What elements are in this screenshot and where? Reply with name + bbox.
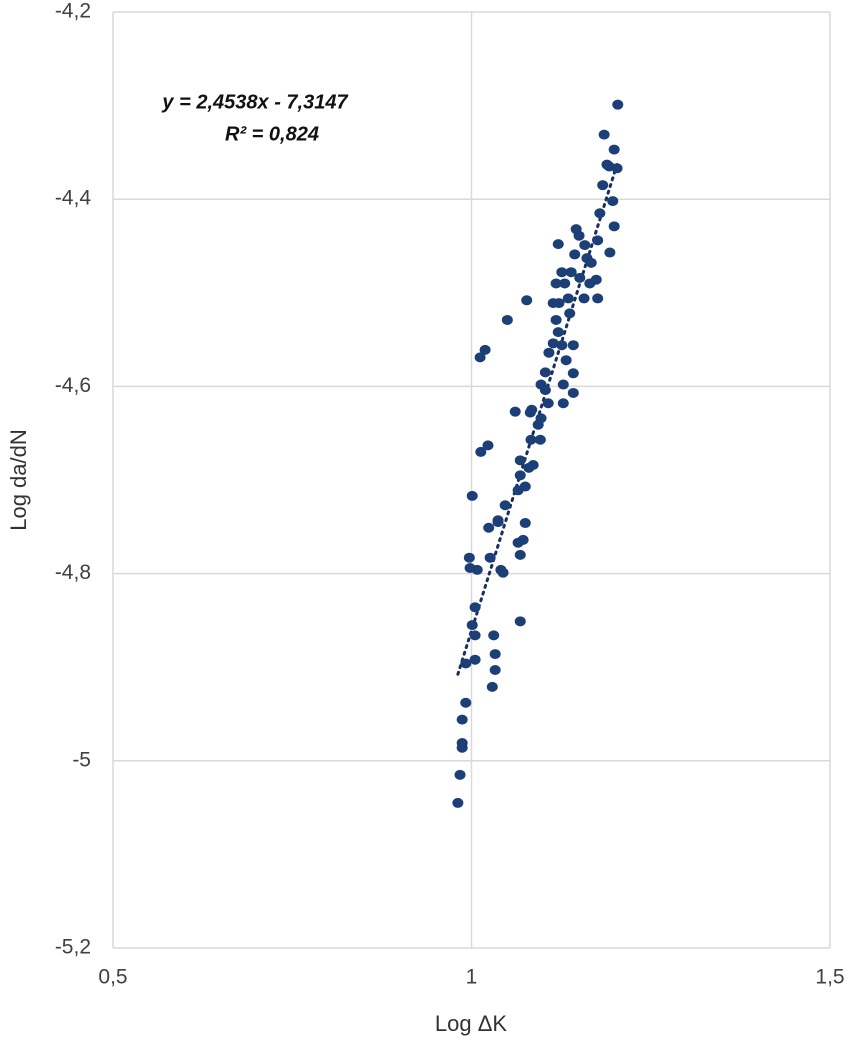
data-point <box>564 308 576 319</box>
y-axis-title: Log da/dN <box>6 429 31 531</box>
data-point <box>560 355 572 366</box>
data-point <box>454 769 466 780</box>
data-point <box>578 293 590 304</box>
data-point <box>512 485 524 496</box>
data-point <box>604 247 616 258</box>
data-point <box>489 649 501 660</box>
data-point <box>556 267 568 278</box>
x-tick-label: 0,5 <box>98 966 127 989</box>
data-point <box>483 522 495 533</box>
data-point <box>608 144 620 155</box>
data-point <box>550 278 562 289</box>
data-point <box>557 398 569 409</box>
data-point <box>552 239 564 250</box>
y-tick-label: -4,2 <box>55 0 91 23</box>
data-point <box>524 407 536 418</box>
data-point <box>523 462 535 473</box>
data-point <box>579 240 591 251</box>
y-tick-label: -4,6 <box>55 374 91 397</box>
data-point <box>466 620 478 631</box>
data-point <box>479 344 491 355</box>
data-point <box>550 314 562 325</box>
equation: y = 2,4538x - 7,3147 <box>161 91 348 113</box>
x-tick-label: 1 <box>466 966 478 989</box>
data-point <box>492 517 504 528</box>
data-point <box>542 398 554 409</box>
data-point <box>488 630 500 641</box>
data-point <box>460 697 472 708</box>
data-point <box>509 406 521 417</box>
data-point <box>519 518 531 529</box>
data-point <box>567 340 579 351</box>
data-point <box>565 267 577 278</box>
data-point <box>456 742 468 753</box>
data-point <box>567 368 579 379</box>
y-tick-label: -4,8 <box>55 561 91 584</box>
data-point <box>532 419 544 430</box>
data-point <box>594 208 606 219</box>
data-point <box>471 564 483 575</box>
data-point <box>469 654 481 665</box>
data-point <box>475 446 487 457</box>
data-point <box>590 274 602 285</box>
x-axis-title: Log ΔK <box>435 1011 508 1036</box>
data-point <box>486 681 498 692</box>
data-point <box>521 295 533 306</box>
data-point <box>574 272 586 283</box>
data-point <box>534 434 546 445</box>
data-point <box>501 314 513 325</box>
data-point <box>514 616 526 627</box>
data-point <box>559 278 571 289</box>
y-tick-label: -5,2 <box>55 936 91 959</box>
data-point <box>456 714 468 725</box>
data-point <box>612 99 624 110</box>
data-point <box>567 387 579 398</box>
data-point <box>469 630 481 641</box>
data-point <box>460 658 472 669</box>
x-tick-label: 1,5 <box>815 966 844 989</box>
data-point <box>452 797 464 808</box>
data-point <box>469 602 481 613</box>
data-point <box>547 338 559 349</box>
data-point <box>598 129 610 140</box>
data-point <box>539 367 551 378</box>
y-tick-label: -5 <box>72 748 91 771</box>
data-point <box>585 257 597 268</box>
data-point <box>539 385 551 396</box>
data-point <box>466 490 478 501</box>
data-point <box>474 352 486 363</box>
data-point <box>514 470 526 481</box>
data-point <box>573 230 585 241</box>
data-point <box>543 347 555 358</box>
data-point <box>556 340 568 351</box>
data-point <box>608 221 620 232</box>
data-point <box>552 327 564 338</box>
data-point <box>482 440 494 451</box>
data-point <box>514 455 526 466</box>
data-point <box>607 196 619 207</box>
data-point <box>592 293 604 304</box>
data-point <box>517 534 529 545</box>
data-point <box>489 665 501 676</box>
data-point <box>497 567 509 578</box>
data-point <box>569 249 581 260</box>
data-point <box>592 235 604 246</box>
data-point <box>553 298 565 309</box>
data-point <box>557 379 569 390</box>
data-point <box>597 180 609 191</box>
data-point <box>611 163 623 174</box>
data-point <box>484 552 496 563</box>
data-point <box>499 500 511 511</box>
data-point <box>514 549 526 560</box>
data-point <box>525 434 537 445</box>
data-point <box>463 552 475 563</box>
data-point <box>562 293 574 304</box>
y-tick-label: -4,4 <box>55 187 92 210</box>
r-squared: R² = 0,824 <box>225 123 319 145</box>
